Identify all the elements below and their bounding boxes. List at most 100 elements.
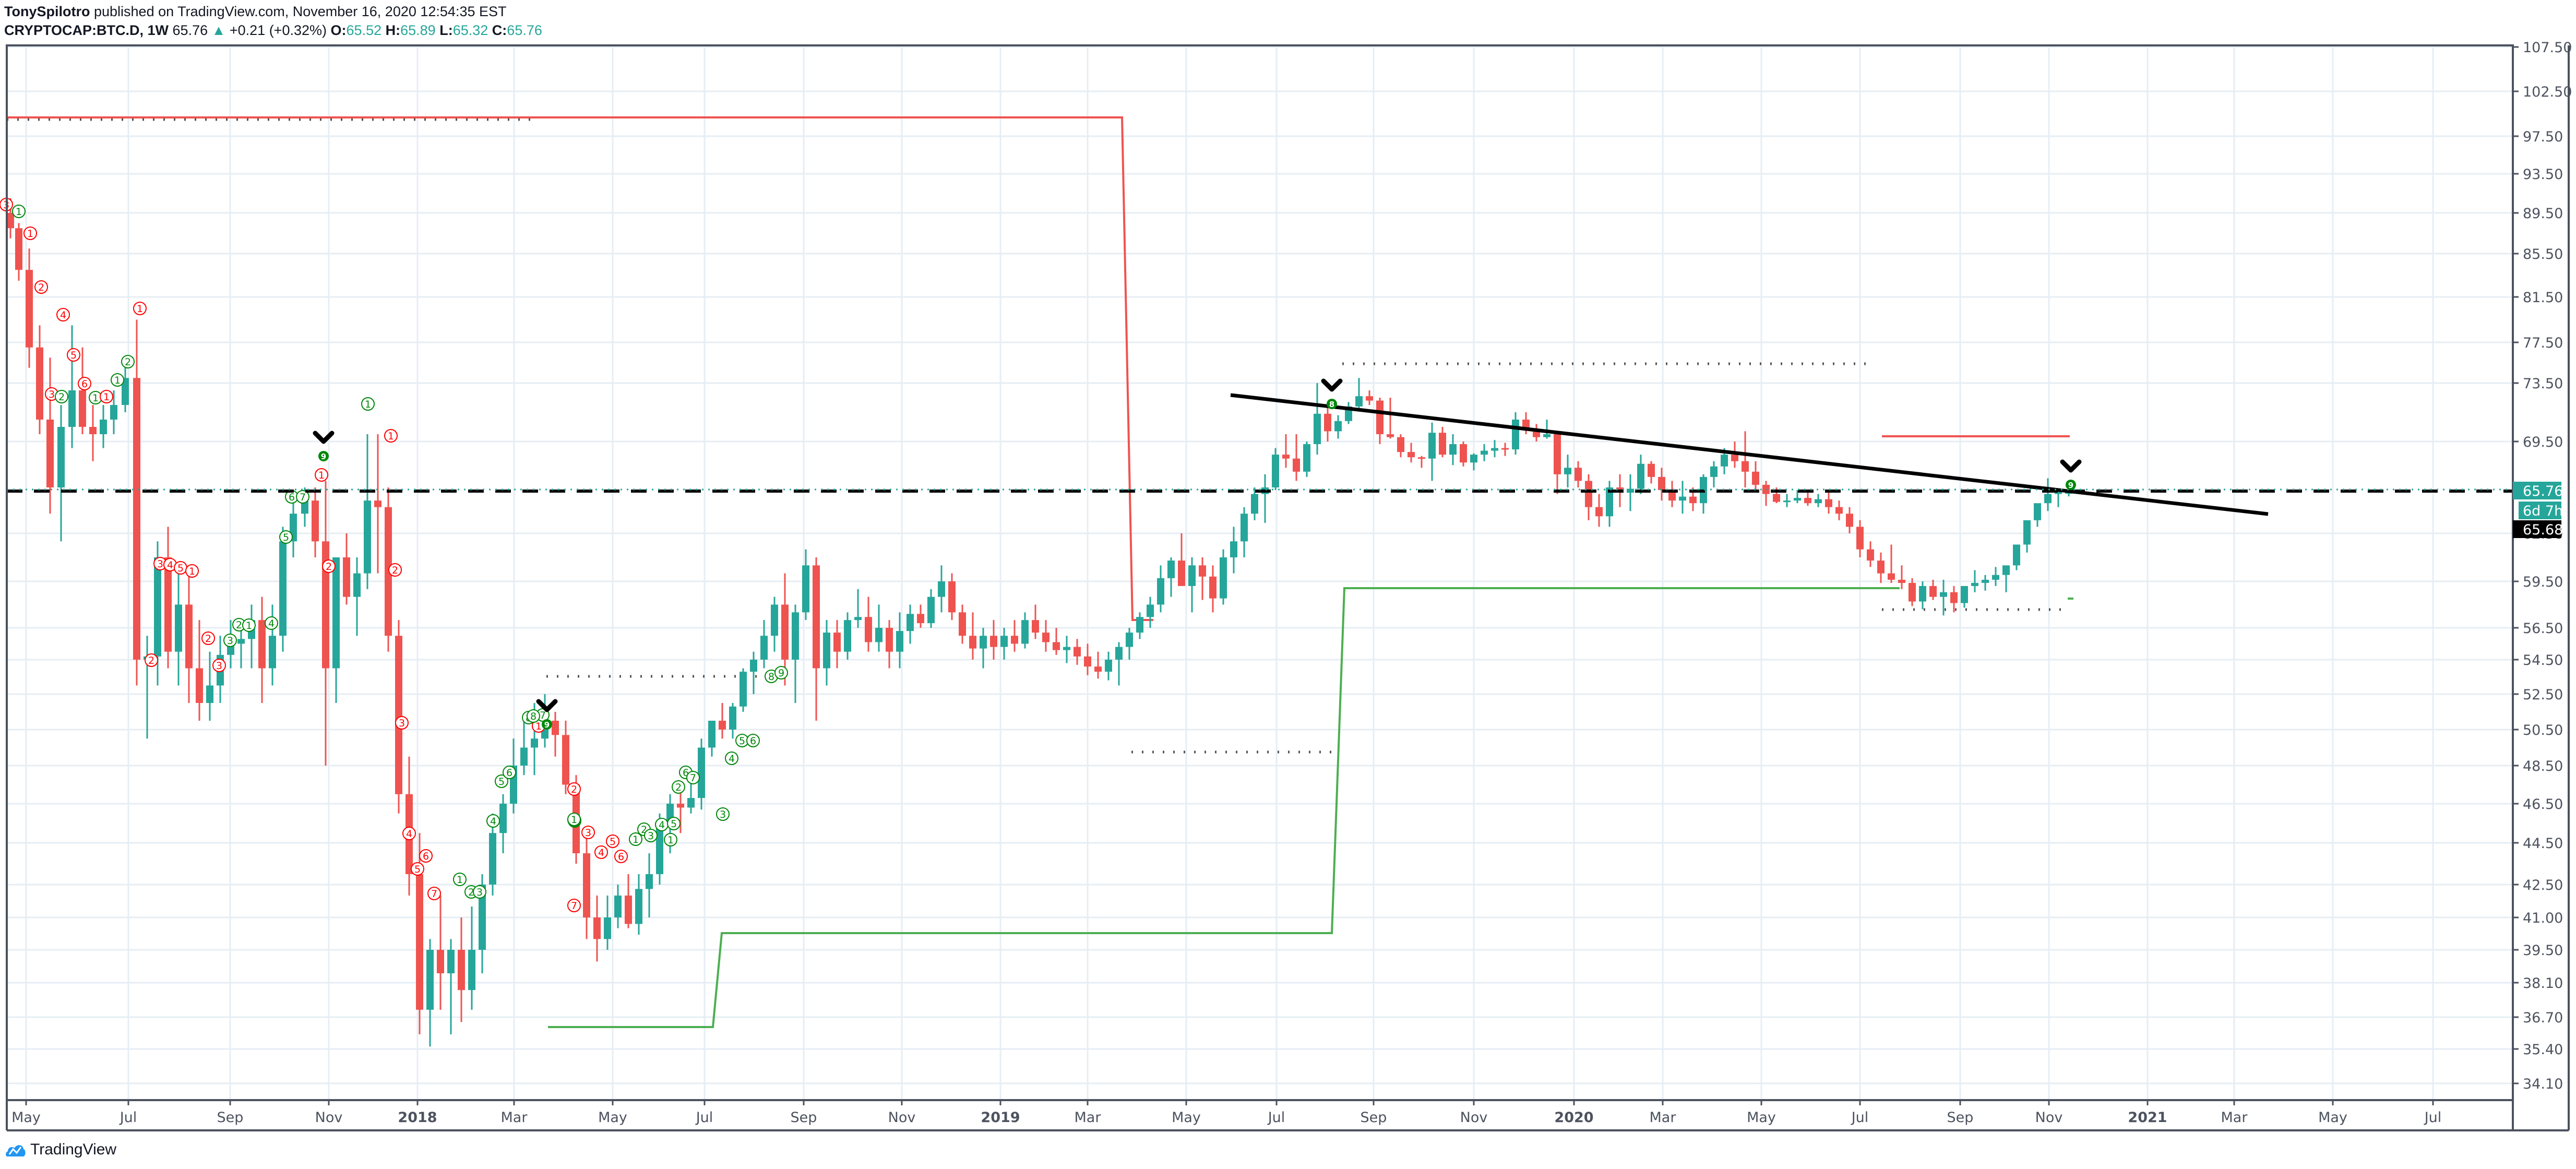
time-tick-label: May <box>11 1110 41 1126</box>
td-count-label: 5 <box>735 734 749 747</box>
candle <box>614 885 622 928</box>
candle <box>385 487 392 652</box>
candle <box>1898 565 1905 589</box>
td-count-label: 5 <box>606 834 619 848</box>
descending-trendline[interactable] <box>1230 393 2269 516</box>
price-axis[interactable]: 107.50 102.50 97.50 93.50 89.50 85.50 81.50 77.… <box>2513 40 2572 1092</box>
checkmark-icon <box>2060 459 2082 473</box>
candle <box>406 756 413 896</box>
svg-text:6: 6 <box>618 851 624 863</box>
time-axis[interactable]: May Jul Sep Nov 2018 Mar May Jul Sep Nov 2019 Mar Ma… <box>11 1100 2441 1126</box>
td-count-label: 4 <box>265 616 278 630</box>
tradingview-watermark[interactable]: TradingView <box>5 1141 116 1159</box>
td-count-label: 1 <box>453 873 467 886</box>
candle <box>625 874 632 928</box>
svg-text:7: 7 <box>300 492 306 503</box>
svg-text:5: 5 <box>70 350 77 361</box>
td-count-label: 3 <box>212 659 226 672</box>
candle <box>395 620 402 814</box>
up-arrow-icon: ▲ <box>211 22 226 38</box>
td-count-label: 9 <box>774 666 788 679</box>
svg-text:2: 2 <box>205 633 211 645</box>
candle <box>1074 639 1081 665</box>
publish-info: TonySpilotro published on TradingView.co… <box>4 2 542 21</box>
td-count-label: 6 <box>614 850 628 863</box>
svg-text:9: 9 <box>2068 481 2073 490</box>
svg-text:2: 2 <box>38 282 44 293</box>
svg-text:3: 3 <box>157 558 163 570</box>
svg-text:2: 2 <box>392 565 398 576</box>
candle <box>1387 398 1394 439</box>
candle <box>437 896 444 1010</box>
candle <box>1303 442 1310 477</box>
candle <box>875 604 882 652</box>
candle <box>1220 549 1227 605</box>
svg-text:1: 1 <box>535 721 542 732</box>
price-tick-label: 102.50 <box>2523 84 2572 100</box>
price-tick-label: 85.50 <box>2523 246 2563 263</box>
price-tick-label: 54.50 <box>2523 652 2563 669</box>
svg-text:1: 1 <box>189 566 195 577</box>
svg-text:6: 6 <box>750 735 756 747</box>
svg-text:2: 2 <box>326 561 332 572</box>
candle <box>57 405 65 542</box>
candle <box>426 939 434 1047</box>
candle <box>447 939 455 1034</box>
svg-text:1: 1 <box>318 470 325 481</box>
time-tick-label: 2019 <box>981 1110 1020 1126</box>
candle <box>1428 422 1436 481</box>
candle <box>175 573 182 686</box>
candle <box>312 487 319 557</box>
candle <box>1825 491 1832 514</box>
candle <box>1032 604 1039 639</box>
td-count-label: 4 <box>594 845 608 859</box>
candle <box>781 573 789 686</box>
price-tick-label: 93.50 <box>2523 166 2563 183</box>
price-tick-label: 41.00 <box>2523 910 2563 926</box>
svg-text:4: 4 <box>406 828 412 840</box>
td-count-label: 1 <box>111 373 124 387</box>
candle <box>1512 412 1519 455</box>
svg-text:3: 3 <box>585 827 591 839</box>
checkmark-icon <box>536 699 558 712</box>
candle <box>1209 565 1217 613</box>
candle <box>990 620 997 660</box>
last-price: 65.76 <box>172 22 208 38</box>
price-tick-label: 89.50 <box>2523 206 2563 222</box>
candle <box>1042 620 1050 652</box>
td-count-label: 4 <box>402 827 416 840</box>
candle <box>46 357 54 514</box>
price-tick-label: 81.50 <box>2523 290 2563 306</box>
candle <box>1700 474 1707 514</box>
td-count-label: 4 <box>486 814 500 828</box>
symbol-name[interactable]: CRYPTOCAP:BTC.D, 1W <box>4 22 169 38</box>
candle <box>750 651 757 694</box>
candle <box>813 557 820 721</box>
candle <box>552 712 559 757</box>
candle <box>1241 507 1248 557</box>
candle <box>79 347 86 434</box>
time-tick-label: Mar <box>1075 1110 1102 1126</box>
price-axis-badge: 65.68 <box>2513 520 2563 538</box>
svg-text:8: 8 <box>768 671 774 683</box>
candle <box>1011 620 1018 652</box>
candle <box>36 325 43 434</box>
svg-text:6: 6 <box>423 851 429 862</box>
candle <box>1418 456 1425 468</box>
svg-text:2: 2 <box>468 887 474 898</box>
price-tick-label: 34.10 <box>2523 1076 2563 1092</box>
svg-text:5: 5 <box>177 563 184 574</box>
candle <box>792 604 799 703</box>
svg-text:5: 5 <box>414 864 421 875</box>
price-change: +0.21 (+0.32%) <box>229 22 327 38</box>
td-count-label: 7 <box>296 490 309 504</box>
candle <box>1637 455 1644 494</box>
candle <box>1230 527 1237 574</box>
candle <box>2002 565 2010 592</box>
author-name[interactable]: TonySpilotro <box>4 4 90 19</box>
price-tick-label: 50.50 <box>2523 722 2563 738</box>
time-tick-label: 2021 <box>2128 1110 2167 1126</box>
candle <box>1199 557 1206 600</box>
